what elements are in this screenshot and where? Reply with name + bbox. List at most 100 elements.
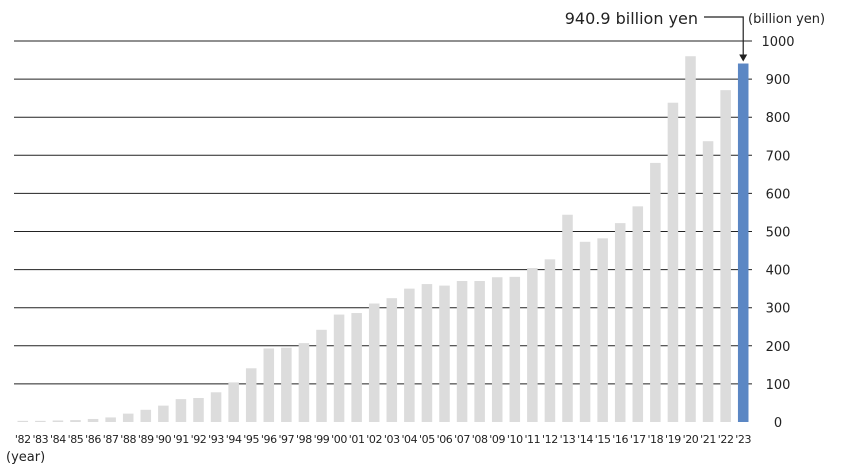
bar: [404, 288, 415, 422]
x-tick-label: '89: [138, 433, 154, 446]
bar: [632, 206, 644, 422]
x-tick-label: '83: [32, 433, 48, 446]
x-tick-label: '98: [296, 433, 312, 446]
x-tick-label: '09: [489, 433, 505, 446]
bar: [702, 141, 714, 422]
bar: [263, 348, 275, 422]
x-tick-label: '07: [454, 433, 470, 446]
x-tick-label: '85: [68, 433, 84, 446]
bar: [737, 63, 749, 423]
bar: [456, 281, 468, 422]
y-tick-label: 200: [766, 340, 791, 355]
bar: [158, 405, 169, 422]
bar: [650, 162, 661, 423]
bar: [210, 392, 222, 422]
x-tick-label: '19: [665, 433, 681, 446]
x-tick-label: '00: [331, 433, 347, 446]
x-tick-label: '21: [700, 433, 716, 446]
y-tick-label: 800: [766, 111, 791, 126]
annotation-label: 940.9 billion yen: [565, 9, 698, 28]
bar: [122, 413, 134, 422]
x-tick-label: '82: [15, 433, 31, 446]
bar: [87, 418, 99, 422]
y-tick-label: 1000: [761, 35, 794, 50]
bar: [368, 303, 380, 422]
bar: [544, 259, 556, 422]
y-tick-label: 0: [774, 416, 782, 431]
x-tick-label: '90: [155, 433, 171, 446]
bar: [351, 313, 362, 422]
x-tick-label: '05: [419, 433, 435, 446]
x-tick-label: '02: [366, 433, 382, 446]
x-tick-label: '18: [647, 433, 663, 446]
gridlines: [14, 40, 752, 385]
bar: [281, 347, 292, 422]
annotation-arrowhead: [739, 54, 748, 62]
x-tick-label: '97: [278, 433, 294, 446]
bar: [175, 399, 187, 422]
x-tick-label: '03: [384, 433, 400, 446]
x-tick-label: '94: [226, 433, 242, 446]
bar: [474, 281, 485, 422]
x-tick-label: '87: [103, 433, 119, 446]
bars: [17, 56, 749, 423]
x-tick-label: '20: [683, 433, 699, 446]
y-axis-ticks: 0 100 200 300 400 500 600 700 800 900 1000: [761, 35, 794, 431]
bar: [386, 298, 398, 422]
x-tick-label: '08: [472, 433, 488, 446]
x-tick-label: '11: [524, 433, 540, 446]
y-tick-label: 600: [766, 187, 791, 202]
y-tick-label: 300: [766, 302, 791, 317]
x-tick-label: '16: [612, 433, 628, 446]
bar: [527, 268, 538, 422]
x-tick-label: '06: [437, 433, 453, 446]
bar: [439, 285, 450, 422]
bar: [70, 420, 81, 422]
x-tick-label: '93: [208, 433, 224, 446]
bar: [298, 343, 310, 422]
x-tick-label: '86: [85, 433, 101, 446]
x-tick-label: '95: [243, 433, 259, 446]
bar: [193, 397, 204, 422]
bar: [316, 329, 327, 422]
bar: [509, 276, 521, 422]
bar: [17, 420, 29, 422]
x-axis-unit-label: (year): [6, 450, 45, 465]
y-tick-label: 900: [766, 73, 791, 88]
x-tick-label: '04: [401, 433, 417, 446]
x-tick-label: '91: [173, 433, 189, 446]
y-tick-label: 100: [766, 378, 791, 393]
bar: [614, 223, 626, 422]
bar: [105, 417, 116, 422]
bar: [333, 314, 345, 422]
bar: [140, 409, 152, 422]
x-tick-label: '17: [630, 433, 646, 446]
x-tick-label: '12: [542, 433, 558, 446]
x-tick-label: '99: [314, 433, 330, 446]
bar: [720, 90, 731, 423]
x-tick-label: '84: [50, 433, 66, 446]
y-tick-label: 500: [766, 226, 791, 241]
bar: [562, 214, 573, 422]
bar: [228, 382, 239, 422]
x-tick-label: '01: [349, 433, 365, 446]
x-tick-label: '96: [261, 433, 277, 446]
bar: [245, 368, 257, 422]
annotation-leader-line: [704, 16, 744, 56]
x-tick-label: '13: [560, 433, 576, 446]
x-tick-label: '92: [191, 433, 207, 446]
y-axis-unit-label: (billion yen): [748, 12, 825, 27]
bar: [597, 238, 608, 422]
bar: [491, 277, 503, 422]
x-tick-label: '23: [735, 433, 751, 446]
bar: [667, 102, 679, 423]
annotation-arrow: [704, 16, 748, 62]
x-tick-label: '15: [595, 433, 611, 446]
x-tick-label: '22: [718, 433, 734, 446]
bar: [685, 56, 696, 423]
bar: [579, 241, 591, 422]
x-tick-label: '14: [577, 433, 593, 446]
bar: [421, 284, 433, 422]
x-axis-ticks: '82'83'84'85'86'87'88'89'90'91'92'93'94 '…: [15, 433, 752, 446]
